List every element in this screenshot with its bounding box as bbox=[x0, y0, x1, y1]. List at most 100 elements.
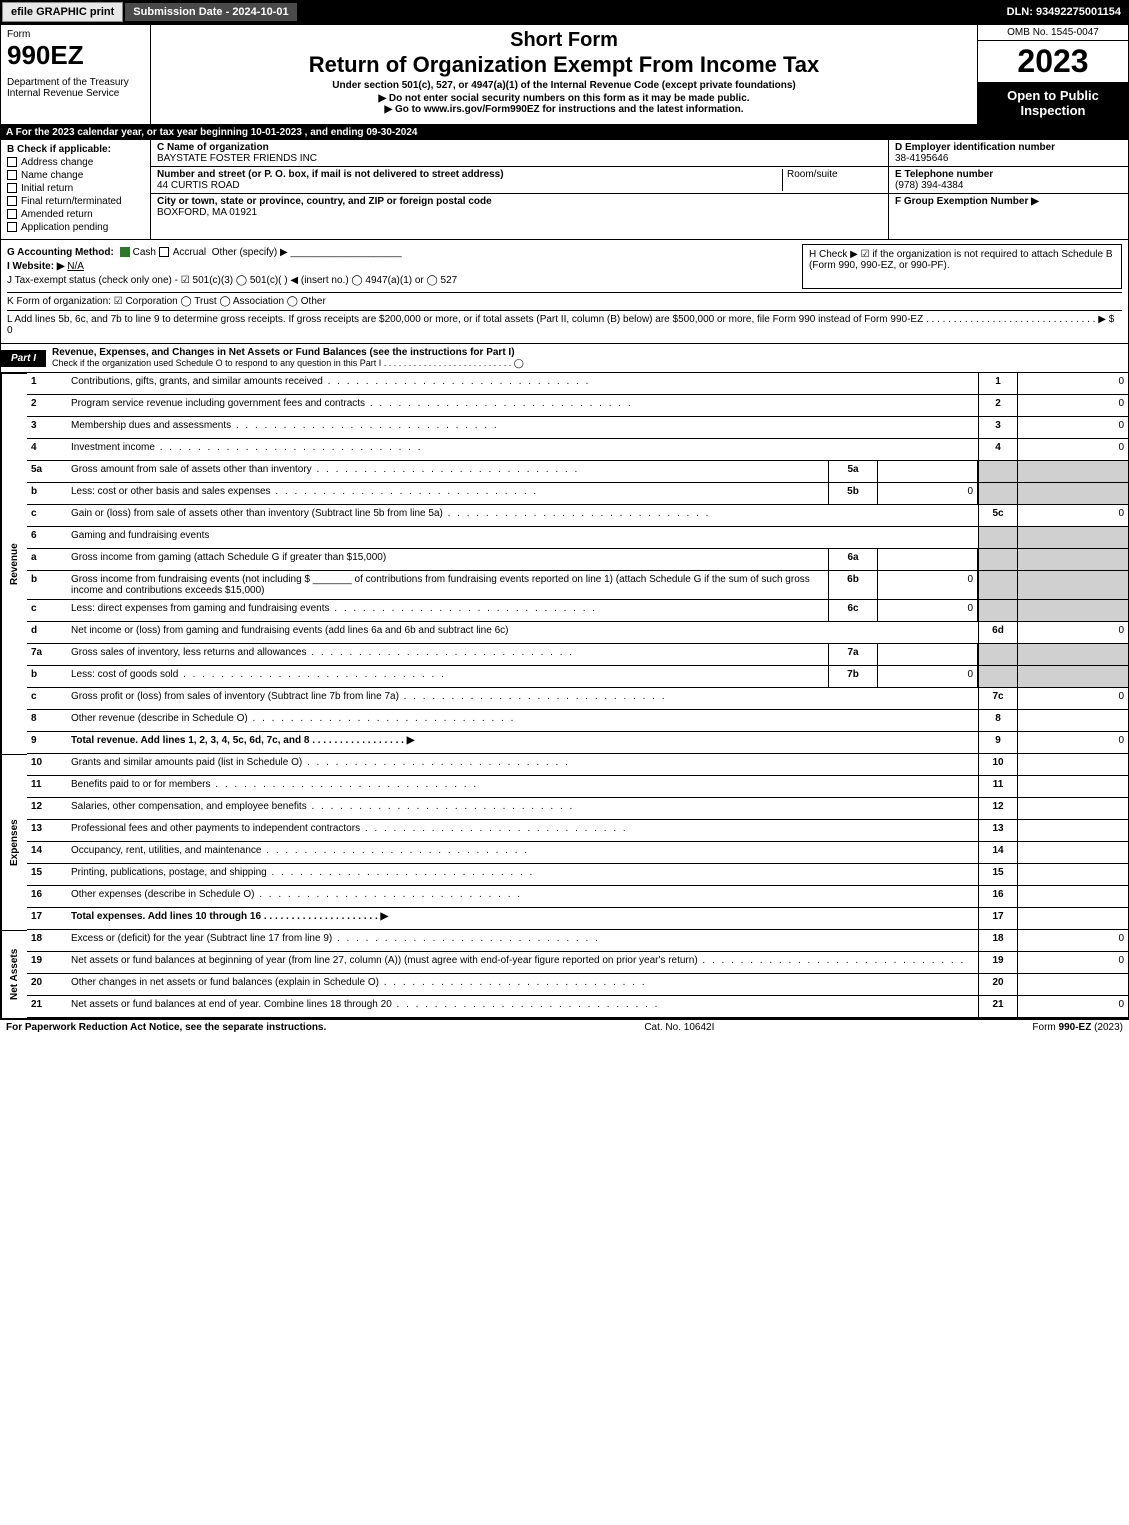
desc-18: Excess or (deficit) for the year (Subtra… bbox=[67, 930, 978, 952]
rnum-3: 3 bbox=[978, 417, 1018, 439]
ln-5a: 5a bbox=[27, 461, 67, 483]
shade-6b bbox=[978, 571, 1018, 600]
shade-6c-v bbox=[1018, 600, 1128, 622]
desc-5b: Less: cost or other basis and sales expe… bbox=[67, 483, 828, 505]
org-name-cell: C Name of organization BAYSTATE FOSTER F… bbox=[151, 140, 888, 167]
checkbox-icon[interactable] bbox=[159, 247, 169, 257]
shade-6a-v bbox=[1018, 549, 1128, 571]
form-label: Form bbox=[7, 29, 144, 40]
desc-3: Membership dues and assessments bbox=[67, 417, 978, 439]
subval-6b: 0 bbox=[878, 571, 978, 600]
group-exempt-label: F Group Exemption Number ▶ bbox=[895, 196, 1039, 207]
rnum-2: 2 bbox=[978, 395, 1018, 417]
chk-amended[interactable]: Amended return bbox=[7, 209, 144, 220]
goto-link[interactable]: ▶ Go to www.irs.gov/Form990EZ for instru… bbox=[159, 104, 969, 115]
ln-16: 16 bbox=[27, 886, 67, 908]
shade-7a-v bbox=[1018, 644, 1128, 666]
chk-address-change[interactable]: Address change bbox=[7, 157, 144, 168]
part1-header: Part I Revenue, Expenses, and Changes in… bbox=[0, 344, 1129, 373]
chk-name-change[interactable]: Name change bbox=[7, 170, 144, 181]
footer-form-post: (2023) bbox=[1091, 1022, 1123, 1033]
city-label: City or town, state or province, country… bbox=[157, 196, 492, 207]
part1-tab: Part I bbox=[1, 350, 46, 367]
ln-5b: b bbox=[27, 483, 67, 505]
row-j: J Tax-exempt status (check only one) - ☑… bbox=[7, 275, 802, 286]
ln-18: 18 bbox=[27, 930, 67, 952]
cash-label: Cash bbox=[133, 247, 156, 258]
desc-17: Total expenses. Add lines 10 through 16 … bbox=[67, 908, 978, 930]
rnum-20: 20 bbox=[978, 974, 1018, 996]
page-footer: For Paperwork Reduction Act Notice, see … bbox=[0, 1018, 1129, 1035]
row-l: L Add lines 5b, 6c, and 7b to line 9 to … bbox=[7, 310, 1122, 336]
chk-label: Amended return bbox=[21, 209, 93, 220]
rnum-19: 19 bbox=[978, 952, 1018, 974]
omb-number: OMB No. 1545-0047 bbox=[978, 25, 1128, 41]
row-i: I Website: ▶ N/A bbox=[7, 261, 802, 272]
subval-6c: 0 bbox=[878, 600, 978, 622]
chk-final-return[interactable]: Final return/terminated bbox=[7, 196, 144, 207]
ln-20: 20 bbox=[27, 974, 67, 996]
desc-6d: Net income or (loss) from gaming and fun… bbox=[67, 622, 978, 644]
desc-5a: Gross amount from sale of assets other t… bbox=[67, 461, 828, 483]
part1-grid: Revenue 1 Contributions, gifts, grants, … bbox=[0, 373, 1129, 1018]
shade-5a bbox=[978, 461, 1018, 483]
desc-19: Net assets or fund balances at beginning… bbox=[67, 952, 978, 974]
side-expenses: Expenses bbox=[1, 754, 27, 930]
website-value: N/A bbox=[67, 261, 84, 272]
desc-10: Grants and similar amounts paid (list in… bbox=[67, 754, 978, 776]
chk-pending[interactable]: Application pending bbox=[7, 222, 144, 233]
ln-21: 21 bbox=[27, 996, 67, 1018]
chk-label: Address change bbox=[21, 157, 93, 168]
ln-7c: c bbox=[27, 688, 67, 710]
submission-date: Submission Date - 2024-10-01 bbox=[125, 3, 296, 21]
ln-6a: a bbox=[27, 549, 67, 571]
chk-initial-return[interactable]: Initial return bbox=[7, 183, 144, 194]
row-h: H Check ▶ ☑ if the organization is not r… bbox=[802, 244, 1122, 289]
footer-left: For Paperwork Reduction Act Notice, see … bbox=[6, 1022, 326, 1033]
desc-12: Salaries, other compensation, and employ… bbox=[67, 798, 978, 820]
ssn-warning: ▶ Do not enter social security numbers o… bbox=[159, 93, 969, 104]
desc-13: Professional fees and other payments to … bbox=[67, 820, 978, 842]
tel-label: E Telephone number bbox=[895, 169, 993, 180]
addr-value: 44 CURTIS ROAD bbox=[157, 180, 240, 191]
subnum-6a: 6a bbox=[828, 549, 878, 571]
tel-cell: E Telephone number (978) 394-4384 bbox=[889, 167, 1128, 194]
subval-5a bbox=[878, 461, 978, 483]
desc-8: Other revenue (describe in Schedule O) bbox=[67, 710, 978, 732]
side-net-assets: Net Assets bbox=[1, 930, 27, 1018]
rval-19: 0 bbox=[1018, 952, 1128, 974]
rval-15 bbox=[1018, 864, 1128, 886]
ln-7b: b bbox=[27, 666, 67, 688]
rnum-12: 12 bbox=[978, 798, 1018, 820]
rval-17 bbox=[1018, 908, 1128, 930]
rnum-17: 17 bbox=[978, 908, 1018, 930]
rnum-5c: 5c bbox=[978, 505, 1018, 527]
shade-6a bbox=[978, 549, 1018, 571]
chk-label: Initial return bbox=[21, 183, 73, 194]
title-short: Short Form bbox=[159, 29, 969, 52]
shade-5b bbox=[978, 483, 1018, 505]
chk-label: Final return/terminated bbox=[21, 196, 122, 207]
ein-label: D Employer identification number bbox=[895, 142, 1055, 153]
footer-form-bold: 990-EZ bbox=[1059, 1022, 1092, 1033]
row-a-period: A For the 2023 calendar year, or tax yea… bbox=[0, 125, 1129, 140]
check-icon bbox=[120, 247, 130, 257]
desc-2: Program service revenue including govern… bbox=[67, 395, 978, 417]
subnum-5a: 5a bbox=[828, 461, 878, 483]
ln-9: 9 bbox=[27, 732, 67, 754]
footer-cat: Cat. No. 10642I bbox=[644, 1022, 714, 1033]
shade-6-v bbox=[1018, 527, 1128, 549]
subnum-7b: 7b bbox=[828, 666, 878, 688]
rnum-21: 21 bbox=[978, 996, 1018, 1018]
rval-11 bbox=[1018, 776, 1128, 798]
desc-7a: Gross sales of inventory, less returns a… bbox=[67, 644, 828, 666]
subnum-5b: 5b bbox=[828, 483, 878, 505]
rval-3: 0 bbox=[1018, 417, 1128, 439]
efile-print-button[interactable]: efile GRAPHIC print bbox=[2, 2, 123, 22]
ln-14: 14 bbox=[27, 842, 67, 864]
desc-7b: Less: cost of goods sold bbox=[67, 666, 828, 688]
desc-6c: Less: direct expenses from gaming and fu… bbox=[67, 600, 828, 622]
rval-12 bbox=[1018, 798, 1128, 820]
rnum-18: 18 bbox=[978, 930, 1018, 952]
desc-11: Benefits paid to or for members bbox=[67, 776, 978, 798]
